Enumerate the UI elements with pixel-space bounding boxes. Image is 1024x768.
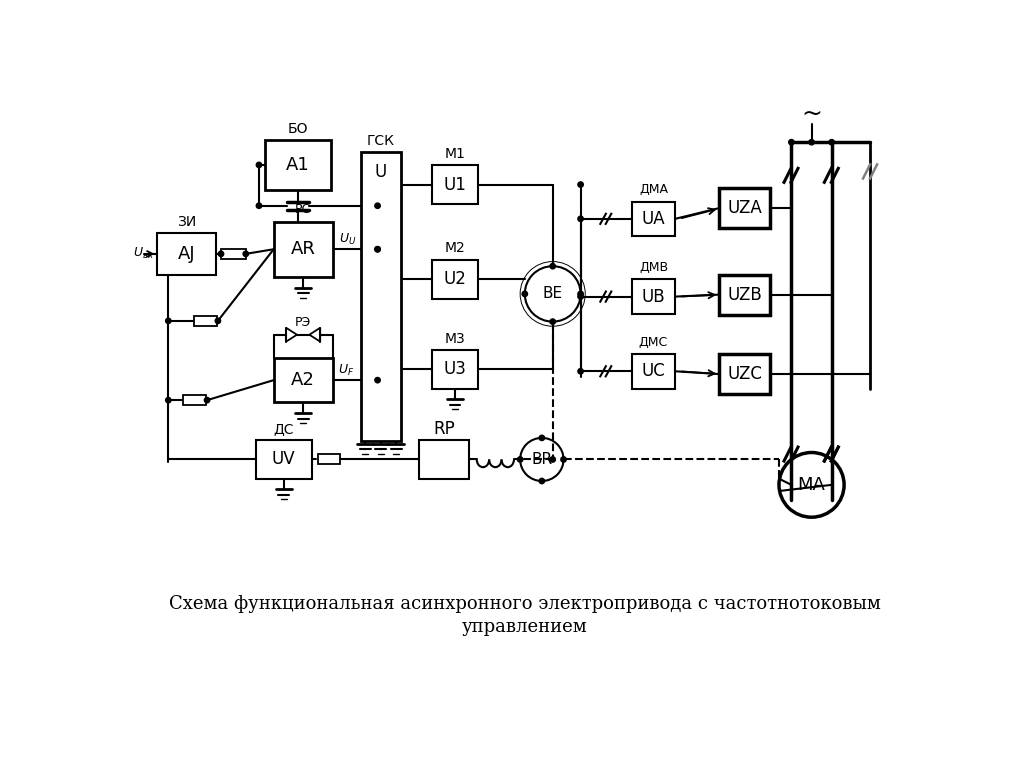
Text: BE: BE: [543, 286, 563, 301]
Circle shape: [540, 478, 545, 484]
Circle shape: [215, 318, 220, 323]
Bar: [719, 188, 770, 228]
Text: ДМС: ДМС: [639, 336, 668, 349]
Bar: [265, 140, 331, 190]
Circle shape: [809, 140, 814, 145]
Circle shape: [375, 377, 380, 382]
Text: A1: A1: [287, 156, 310, 174]
Circle shape: [578, 369, 584, 374]
Text: РС: РС: [295, 204, 311, 217]
Text: Схема функциональная асинхронного электропривода с частотнотоковым: Схема функциональная асинхронного электр…: [169, 595, 881, 613]
Bar: [360, 152, 400, 441]
Circle shape: [561, 457, 566, 462]
Bar: [432, 260, 478, 299]
Circle shape: [375, 203, 380, 208]
Bar: [632, 354, 675, 389]
Bar: [273, 358, 333, 402]
Circle shape: [256, 162, 262, 167]
Circle shape: [243, 251, 249, 257]
Text: U3: U3: [443, 360, 467, 379]
Text: A2: A2: [291, 371, 315, 389]
Text: UA: UA: [642, 210, 666, 228]
Text: $U_F$: $U_F$: [338, 362, 354, 378]
Text: UV: UV: [272, 451, 296, 468]
Bar: [432, 350, 478, 389]
Bar: [632, 201, 675, 236]
Text: UB: UB: [642, 287, 666, 306]
Circle shape: [829, 140, 835, 145]
Bar: [432, 165, 478, 204]
Text: РЭ: РЭ: [295, 316, 311, 329]
Circle shape: [205, 398, 210, 403]
Text: ДС: ДС: [273, 422, 294, 435]
Circle shape: [166, 318, 171, 323]
Bar: [221, 249, 246, 259]
Text: RP: RP: [433, 419, 455, 438]
Circle shape: [218, 251, 223, 257]
Text: ДМВ: ДМВ: [639, 261, 668, 274]
Text: AR: AR: [291, 240, 315, 258]
Text: U2: U2: [443, 270, 467, 288]
Bar: [273, 221, 333, 277]
Text: M2: M2: [444, 241, 466, 256]
Circle shape: [550, 457, 555, 462]
Text: ~: ~: [801, 101, 822, 126]
Text: AJ: AJ: [178, 245, 196, 263]
Circle shape: [550, 319, 555, 324]
Text: управлением: управлением: [462, 618, 588, 637]
Text: MA: MA: [798, 476, 825, 494]
Bar: [719, 275, 770, 315]
Text: ГСК: ГСК: [367, 134, 394, 147]
Circle shape: [578, 182, 584, 187]
Circle shape: [256, 203, 262, 208]
Bar: [194, 316, 217, 326]
Circle shape: [517, 457, 523, 462]
Bar: [632, 280, 675, 314]
Text: M1: M1: [444, 147, 466, 161]
Bar: [419, 440, 469, 478]
Text: UZB: UZB: [727, 286, 762, 303]
Circle shape: [788, 140, 795, 145]
Text: U: U: [375, 164, 387, 181]
Circle shape: [375, 247, 380, 252]
Bar: [317, 455, 340, 465]
Text: ЗИ: ЗИ: [177, 215, 197, 230]
Text: UZA: UZA: [727, 200, 762, 217]
Bar: [256, 440, 311, 478]
Text: U1: U1: [443, 176, 467, 194]
Bar: [183, 396, 206, 406]
Circle shape: [522, 291, 527, 296]
Text: BR: BR: [531, 452, 552, 467]
Circle shape: [550, 263, 555, 269]
Circle shape: [578, 291, 584, 296]
Text: БО: БО: [288, 122, 308, 136]
Bar: [158, 233, 216, 275]
Circle shape: [578, 294, 584, 300]
Text: UZC: UZC: [727, 365, 762, 383]
Bar: [719, 354, 770, 394]
Text: M3: M3: [444, 332, 466, 346]
Text: UC: UC: [642, 362, 666, 380]
Circle shape: [375, 247, 380, 252]
Text: $U_U$: $U_U$: [339, 232, 356, 247]
Circle shape: [540, 435, 545, 441]
Text: ДМА: ДМА: [639, 184, 668, 197]
Circle shape: [166, 398, 171, 403]
Text: $U_{вх}$: $U_{вх}$: [133, 247, 155, 261]
Circle shape: [578, 216, 584, 221]
